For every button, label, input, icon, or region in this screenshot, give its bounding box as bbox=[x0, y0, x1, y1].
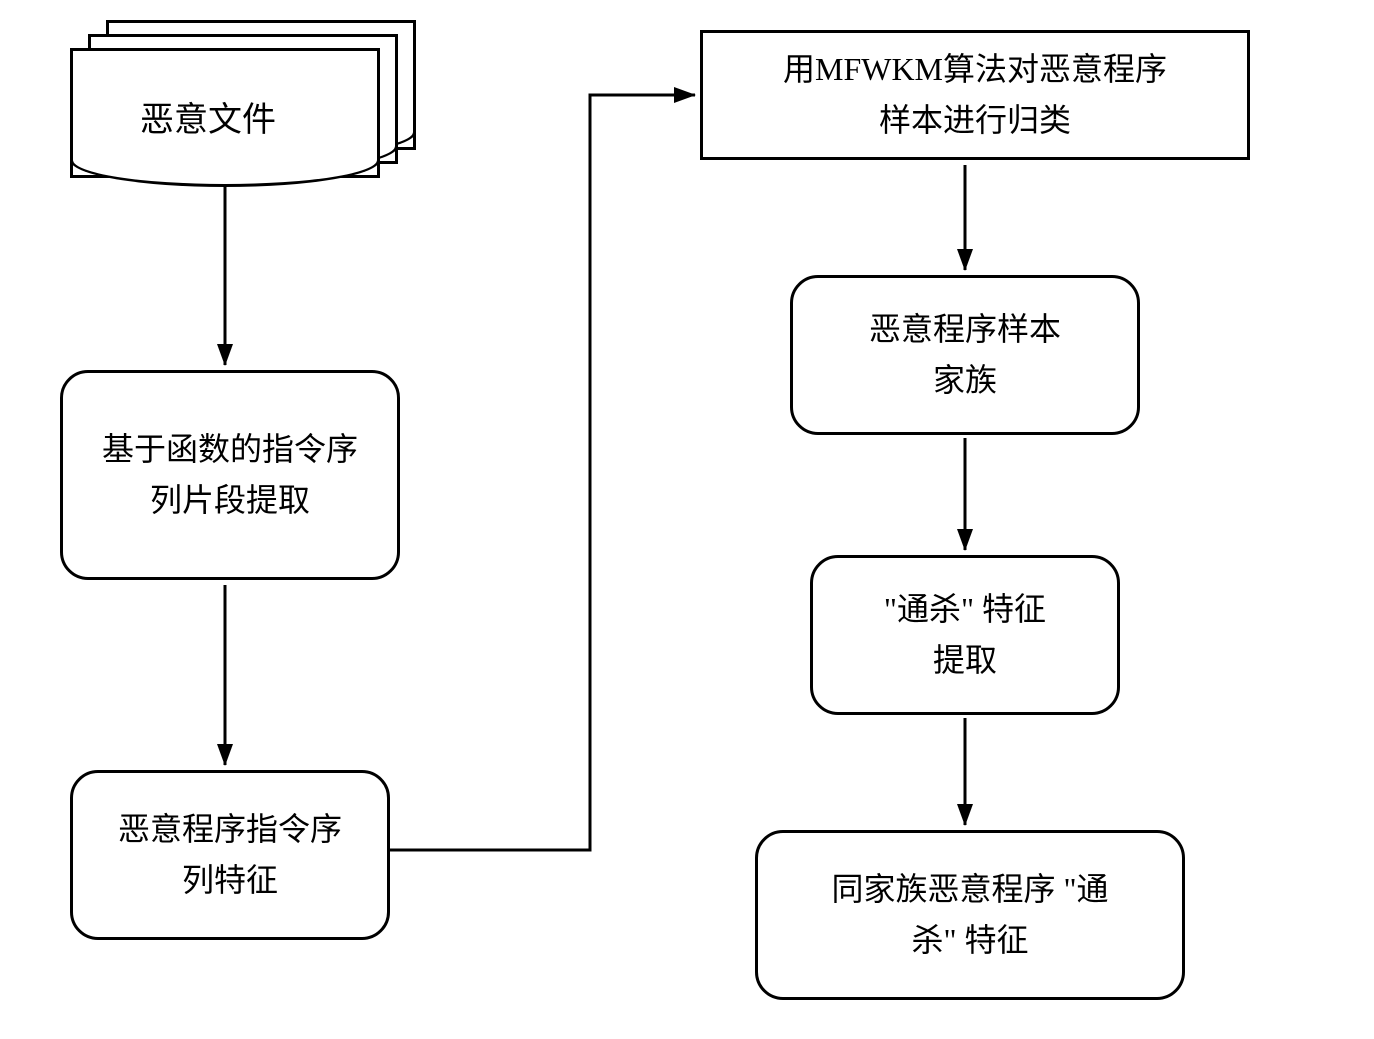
node-extract: 基于函数的指令序 列片段提取 bbox=[60, 370, 400, 580]
edge-seq_feature-to-mfwkm bbox=[390, 95, 695, 850]
node-extract-label: 基于函数的指令序 列片段提取 bbox=[102, 424, 358, 526]
node-seq-feature: 恶意程序指令序 列特征 bbox=[70, 770, 390, 940]
node-tongsha-extract: "通杀" 特征 提取 bbox=[810, 555, 1120, 715]
node-mfwkm-label: 用MFWKM算法对恶意程序 样本进行归类 bbox=[783, 44, 1167, 146]
node-doc-stack: 恶意文件 bbox=[70, 20, 416, 190]
node-family-label: 恶意程序样本 家族 bbox=[869, 304, 1061, 406]
doc-label: 恶意文件 bbox=[140, 92, 276, 141]
node-mfwkm: 用MFWKM算法对恶意程序 样本进行归类 bbox=[700, 30, 1250, 160]
node-tongsha-feature: 同家族恶意程序 "通 杀" 特征 bbox=[755, 830, 1185, 1000]
node-tongsha-extract-label: "通杀" 特征 提取 bbox=[884, 584, 1046, 686]
node-family: 恶意程序样本 家族 bbox=[790, 275, 1140, 435]
node-tongsha-feature-label: 同家族恶意程序 "通 杀" 特征 bbox=[831, 864, 1108, 966]
node-seq-feature-label: 恶意程序指令序 列特征 bbox=[118, 804, 342, 906]
